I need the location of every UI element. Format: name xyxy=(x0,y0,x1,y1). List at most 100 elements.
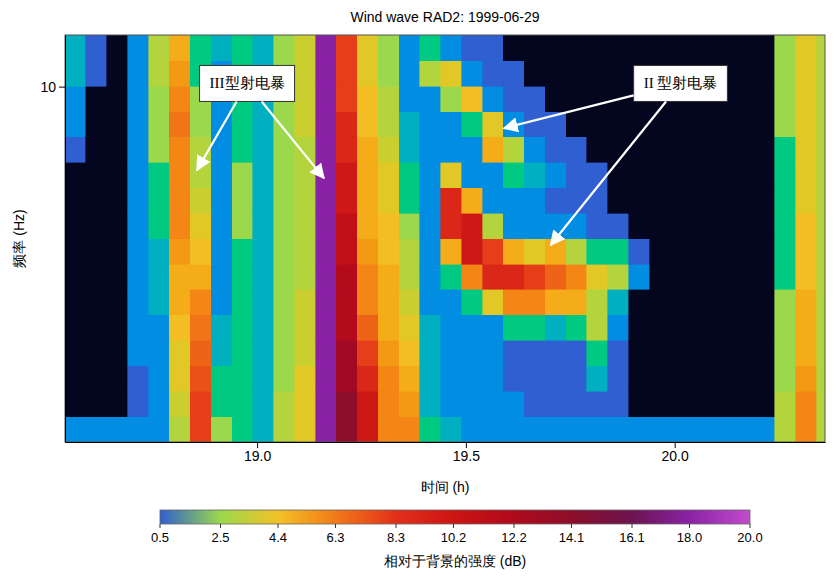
heatmap-cell xyxy=(691,366,712,391)
heatmap-cell xyxy=(107,188,128,213)
heatmap-cell xyxy=(128,112,149,137)
heatmap-cell xyxy=(483,289,504,314)
heatmap-cell xyxy=(169,35,190,61)
heatmap-cell xyxy=(524,35,545,61)
heatmap-cell xyxy=(399,366,420,391)
heatmap-cell xyxy=(357,239,378,264)
heatmap-cell xyxy=(107,366,128,391)
heatmap-cell xyxy=(670,162,691,187)
heatmap-cell xyxy=(232,213,253,238)
heatmap-cell xyxy=(169,162,190,187)
heatmap-cell xyxy=(483,162,504,187)
heatmap-cell xyxy=(232,417,253,442)
heatmap-cell xyxy=(462,264,483,289)
heatmap-cell xyxy=(483,86,504,111)
heatmap-cell xyxy=(169,86,190,111)
heatmap-cell xyxy=(128,239,149,264)
heatmap-cell xyxy=(86,213,107,238)
heatmap-cell xyxy=(670,137,691,162)
heatmap-cell xyxy=(378,366,399,391)
heatmap-cell xyxy=(608,391,629,416)
heatmap-cell xyxy=(211,264,232,289)
heatmap-cell xyxy=(420,162,441,187)
heatmap-cell xyxy=(274,391,295,416)
heatmap-cell xyxy=(733,315,754,340)
heatmap-cell xyxy=(274,188,295,213)
heatmap-cell xyxy=(524,162,545,187)
heatmap-cell xyxy=(378,188,399,213)
heatmap-cell xyxy=(712,137,733,162)
heatmap-cell xyxy=(441,137,462,162)
y-tick-mark xyxy=(59,87,65,88)
heatmap-cell xyxy=(483,213,504,238)
heatmap-cell xyxy=(775,188,796,213)
heatmap-cell xyxy=(608,289,629,314)
heatmap-cell xyxy=(211,188,232,213)
heatmap-cell xyxy=(86,162,107,187)
heatmap-cell xyxy=(629,213,650,238)
heatmap-cell xyxy=(274,315,295,340)
heatmap-cell xyxy=(336,162,357,187)
heatmap-cell xyxy=(169,417,190,442)
heatmap-cell xyxy=(691,391,712,416)
heatmap-cell xyxy=(211,315,232,340)
heatmap-cell xyxy=(524,86,545,111)
heatmap-cell xyxy=(441,35,462,61)
heatmap-cell xyxy=(775,162,796,187)
heatmap-cell xyxy=(378,35,399,61)
heatmap-cell xyxy=(316,264,337,289)
heatmap-cell xyxy=(608,315,629,340)
heatmap-cell xyxy=(336,366,357,391)
heatmap-cell xyxy=(441,340,462,365)
heatmap-cell xyxy=(253,289,274,314)
heatmap-cell xyxy=(462,417,483,442)
heatmap-cell xyxy=(566,35,587,61)
heatmap-cell xyxy=(650,112,671,137)
heatmap-cell xyxy=(608,35,629,61)
heatmap-cell xyxy=(190,340,211,365)
heatmap-cell xyxy=(545,417,566,442)
heatmap-cell xyxy=(691,340,712,365)
heatmap-cell xyxy=(754,340,775,365)
heatmap-cell xyxy=(817,35,825,61)
heatmap-cell xyxy=(128,213,149,238)
x-axis-line xyxy=(66,442,826,443)
heatmap-cell xyxy=(462,289,483,314)
heatmap-cell xyxy=(211,35,232,61)
heatmap-cell xyxy=(587,315,608,340)
heatmap-cell xyxy=(211,213,232,238)
heatmap-cell xyxy=(524,213,545,238)
heatmap-cell xyxy=(65,213,86,238)
heatmap-cell xyxy=(211,391,232,416)
heatmap-cell xyxy=(566,391,587,416)
heatmap-cell xyxy=(796,112,817,137)
heatmap-cell xyxy=(817,417,825,442)
heatmap-cell xyxy=(65,315,86,340)
heatmap-cell xyxy=(420,340,441,365)
heatmap-cell xyxy=(378,264,399,289)
heatmap-cell xyxy=(420,188,441,213)
heatmap-cell xyxy=(420,289,441,314)
x-tick-label: 20.0 xyxy=(662,448,689,464)
annotations: III型射电暴II 型射电暴 xyxy=(197,65,727,245)
heatmap-cell xyxy=(357,137,378,162)
heatmap-cell xyxy=(483,340,504,365)
heatmap-cell xyxy=(566,112,587,137)
heatmap-cell xyxy=(608,264,629,289)
heatmap-cell xyxy=(107,239,128,264)
heatmap-cell xyxy=(712,239,733,264)
heatmap-cell xyxy=(712,289,733,314)
heatmap-cell xyxy=(86,61,107,86)
heatmap-cell xyxy=(399,264,420,289)
heatmap-cell xyxy=(295,340,316,365)
heatmap-cell xyxy=(608,61,629,86)
heatmap-cell xyxy=(169,239,190,264)
heatmap-cell xyxy=(65,137,86,162)
heatmap-cell xyxy=(545,35,566,61)
heatmap-cell xyxy=(169,213,190,238)
heatmap xyxy=(65,35,825,442)
heatmap-cell xyxy=(149,188,170,213)
heatmap-cell xyxy=(316,137,337,162)
heatmap-cell xyxy=(253,162,274,187)
heatmap-cell xyxy=(545,162,566,187)
